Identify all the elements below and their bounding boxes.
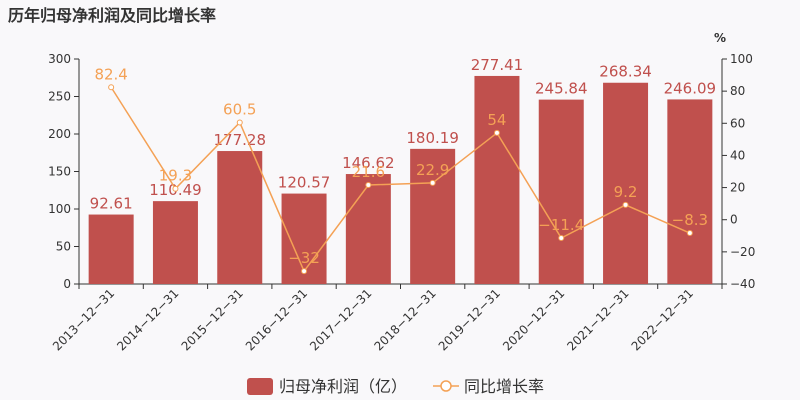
- bar[interactable]: [667, 99, 713, 285]
- bar-value-label: 92.61: [90, 195, 133, 213]
- y-right-tick-label: 60: [730, 116, 745, 130]
- y-left-tick-label: 200: [48, 127, 71, 141]
- bar[interactable]: [345, 174, 391, 284]
- x-tick-label: 2017−12−31: [307, 286, 374, 353]
- bar[interactable]: [538, 99, 584, 285]
- bar-value-label: 180.19: [406, 129, 459, 147]
- bar-series: [88, 75, 713, 285]
- y-right-tick-label: 80: [730, 84, 745, 98]
- y-left-tick-label: 300: [48, 52, 71, 66]
- x-tick-label: 2019−12−31: [436, 286, 503, 353]
- bar-value-label: 177.28: [214, 131, 267, 149]
- line-value-label: 82.4: [94, 65, 127, 83]
- line-series: [108, 84, 693, 275]
- y-left-tick-label: 150: [48, 165, 71, 179]
- legend-bar-label: 归母净利润（亿）: [279, 377, 407, 396]
- line-value-label: 21.6: [352, 163, 385, 181]
- line-value-label: 60.5: [223, 100, 256, 118]
- line-point[interactable]: [365, 182, 372, 188]
- bar-labels: 92.61110.49177.28120.57146.62180.19277.4…: [90, 56, 716, 213]
- bar[interactable]: [152, 201, 198, 284]
- bar-value-label: 120.57: [278, 174, 331, 192]
- y-right-tick-label: −20: [730, 245, 755, 259]
- bar[interactable]: [603, 82, 649, 285]
- line-value-label: −11.4: [538, 216, 584, 234]
- line-point[interactable]: [172, 185, 179, 192]
- legend-line-label: 同比增长率: [464, 377, 544, 396]
- bar-value-label: 245.84: [535, 80, 588, 98]
- right-axis-unit: %: [714, 31, 726, 45]
- legend-line-marker: [440, 380, 452, 392]
- bar-value-label: 246.09: [664, 79, 717, 97]
- legend[interactable]: 归母净利润（亿） 同比增长率: [247, 377, 544, 396]
- x-tick-label: 2016−12−31: [243, 286, 310, 353]
- y-right-tick-label: 0: [730, 213, 738, 227]
- x-tick-label: 2013−12−31: [50, 286, 117, 353]
- bar[interactable]: [88, 214, 134, 284]
- line-labels: 82.4 19.3 60.5 −32 21.6 22.9 54 −11.4 9.2 −8.3: [94, 65, 708, 267]
- line-point[interactable]: [429, 179, 436, 186]
- x-tick-label: 2014−12−31: [114, 286, 181, 353]
- legend-bar-swatch: [247, 378, 273, 395]
- y-right-tick-label: 40: [730, 148, 745, 162]
- line-point[interactable]: [236, 119, 243, 126]
- line-value-label: 54: [487, 111, 506, 129]
- line-point[interactable]: [558, 235, 565, 242]
- line-point[interactable]: [493, 129, 500, 136]
- y-right-tick-label: 20: [730, 181, 745, 195]
- line-value-label: 19.3: [159, 167, 192, 185]
- growth-line: [110, 86, 691, 273]
- bar-value-label: 277.41: [471, 56, 524, 74]
- bar[interactable]: [474, 75, 520, 284]
- line-value-label: −8.3: [672, 211, 708, 229]
- y-left-tick-label: 100: [48, 202, 71, 216]
- line-point[interactable]: [301, 268, 308, 275]
- y-left-tick-label: 250: [48, 90, 71, 104]
- x-tick-label: 2021−12−31: [564, 286, 631, 353]
- x-tick-label: 2018−12−31: [371, 286, 438, 353]
- bar-value-label: 146.62: [342, 154, 395, 172]
- chart-title: 历年归母净利润及同比增长率: [8, 6, 216, 25]
- y-left-tick-label: 50: [56, 240, 71, 254]
- x-tick-label: 2015−12−31: [179, 286, 246, 353]
- bar[interactable]: [217, 151, 263, 284]
- line-value-label: −32: [288, 249, 320, 267]
- x-tick-label: 2022−12−31: [629, 286, 696, 353]
- line-value-label: 9.2: [614, 183, 638, 201]
- line-point[interactable]: [686, 230, 693, 237]
- line-point[interactable]: [108, 84, 115, 91]
- x-tick-label: 2020−12−31: [500, 286, 567, 353]
- y-left-tick-label: 0: [63, 277, 71, 291]
- bar-value-label: 268.34: [599, 63, 652, 81]
- y-right-tick-label: 100: [730, 52, 753, 66]
- y-right-tick-label: −40: [730, 277, 755, 291]
- line-point[interactable]: [622, 201, 629, 208]
- line-value-label: 22.9: [416, 161, 449, 179]
